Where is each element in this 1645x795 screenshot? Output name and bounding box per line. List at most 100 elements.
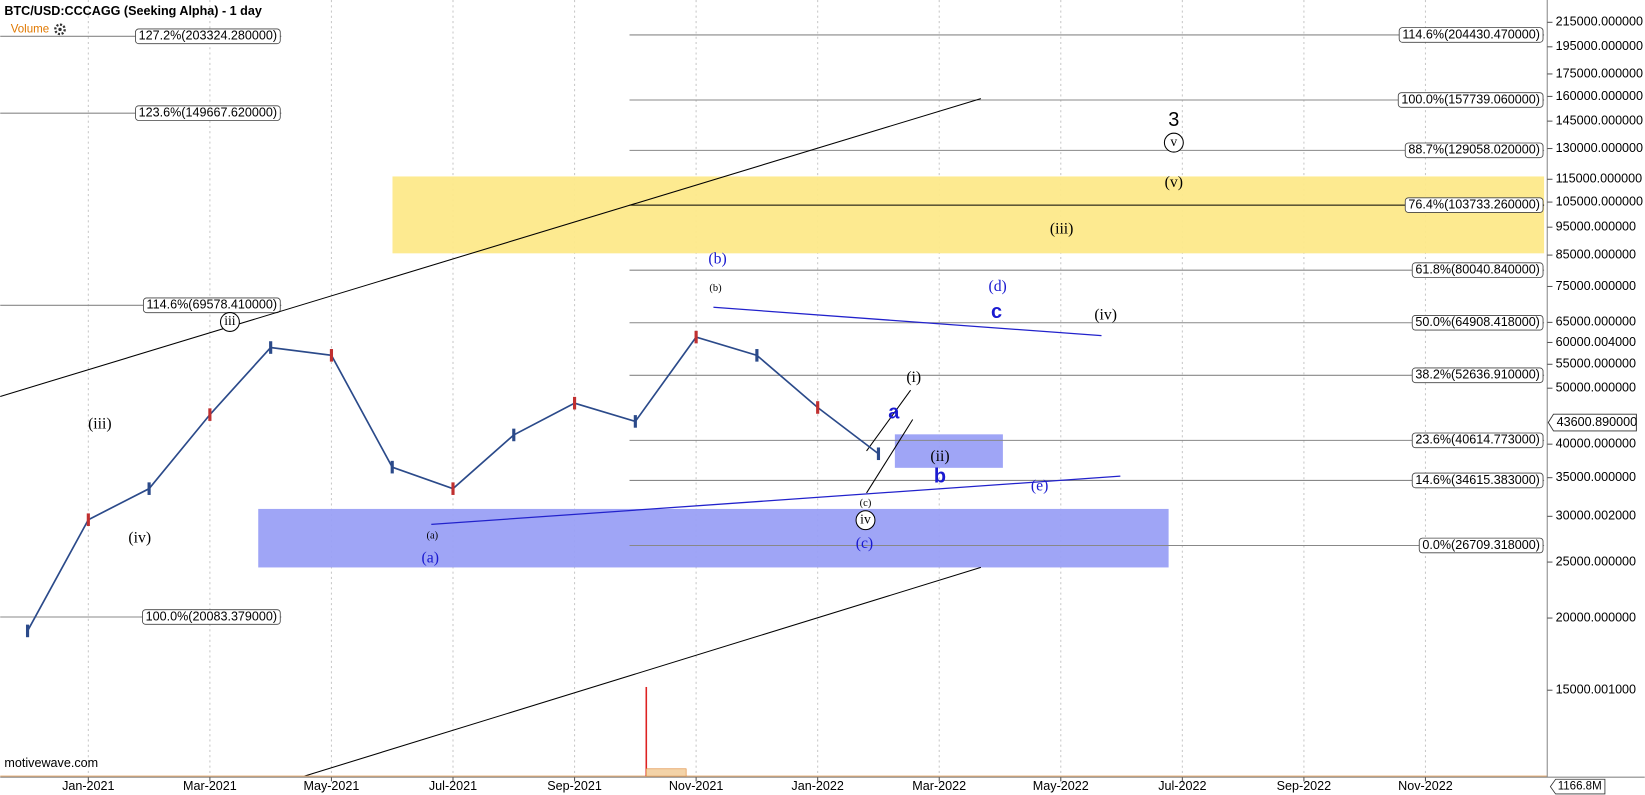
wave-label: (v) xyxy=(1165,174,1183,191)
fib-label-box xyxy=(142,297,281,314)
fib-label: 88.7%(129058.020000) xyxy=(1408,143,1539,157)
price-point xyxy=(390,460,394,474)
y-tick-label: 145000.000000 xyxy=(1556,113,1643,127)
price-point xyxy=(876,447,881,461)
wave-label: 3 xyxy=(1168,109,1179,131)
fib-label-box xyxy=(1418,537,1544,554)
wave-label: (c) xyxy=(860,498,872,509)
x-tick-label: Sep-2022 xyxy=(1277,779,1332,793)
y-tick-label: 20000.000000 xyxy=(1556,610,1636,624)
watermark: motivewave.com xyxy=(4,756,98,770)
wave-label: (b) xyxy=(708,251,726,268)
x-tick-label: Sep-2021 xyxy=(547,779,602,793)
fib-label-box xyxy=(1411,367,1544,384)
y-tick-label: 105000.000000 xyxy=(1556,194,1643,208)
x-tick-label: Nov-2021 xyxy=(669,779,724,793)
fib-label: 100.0%(157739.060000) xyxy=(1401,92,1539,106)
y-tick-label: 60000.004000 xyxy=(1556,335,1636,349)
fib-label: 38.2%(52636.910000) xyxy=(1415,368,1540,382)
wave-labels: (iii) (iv) iii (a) (a) (b) (b) (c) iv (c… xyxy=(88,109,1184,567)
fib-label: 23.6%(40614.773000) xyxy=(1415,433,1540,447)
wave-label: (a) xyxy=(427,530,439,541)
trendline xyxy=(0,98,982,397)
volume-bar xyxy=(645,768,687,777)
fib-label: 76.4%(103733.260000) xyxy=(1408,197,1539,211)
y-tick-label: 50000.000000 xyxy=(1556,381,1636,395)
chart-title: BTC/USD:CCCAGG (Seeking Alpha) - 1 day xyxy=(4,4,261,18)
wave-circle xyxy=(219,312,240,332)
trendline xyxy=(866,419,914,494)
x-tick-label: May-2022 xyxy=(1033,779,1089,793)
axes: Jan-2021 Mar-2021 May-2021 Jul-2021 Sep-2021… xyxy=(62,15,1643,793)
wave-label: (iii) xyxy=(88,415,112,432)
volume-axis-box: 1166.8M xyxy=(1549,778,1606,795)
fib-label: 114.6%(69578.410000) xyxy=(147,298,278,312)
price-point xyxy=(147,482,151,495)
y-tick-label: 85000.000000 xyxy=(1556,247,1636,261)
wave-circle xyxy=(1163,132,1184,153)
fib-label-box xyxy=(135,28,281,45)
fib-label-box xyxy=(1404,197,1544,213)
x-tick-label: Jul-2021 xyxy=(429,779,477,793)
fib-label-box xyxy=(142,609,281,625)
volume-label: Volume xyxy=(11,23,49,35)
fib-label-box xyxy=(1411,432,1544,449)
wave-label: (i) xyxy=(906,369,921,386)
wave-label: (b) xyxy=(709,283,722,294)
wave-label: b xyxy=(934,465,946,487)
y-tick-label: 115000.000000 xyxy=(1556,172,1643,186)
fib-label-box xyxy=(1398,27,1544,43)
fib-label-box xyxy=(1411,472,1544,489)
wave-label: (iii) xyxy=(1050,220,1074,237)
price-point xyxy=(572,396,577,410)
price-point xyxy=(755,349,759,362)
price-point xyxy=(208,408,212,421)
fib-label-box xyxy=(135,105,281,121)
last-price-label: 43600.890000 xyxy=(1557,415,1637,429)
fib-label-box xyxy=(1411,262,1544,278)
y-tick-label: 215000.000000 xyxy=(1556,15,1643,29)
y-tick-label: 130000.000000 xyxy=(1556,141,1643,155)
wave-label: (ii) xyxy=(930,448,949,465)
price-point xyxy=(451,482,455,495)
y-tick-label: 175000.000000 xyxy=(1556,66,1643,80)
y-tick-label: 65000.000000 xyxy=(1556,315,1636,329)
fib-label: 50.0%(64908.418000) xyxy=(1415,315,1540,329)
price-point xyxy=(512,428,516,442)
volume xyxy=(0,686,1548,777)
trendline xyxy=(431,475,1121,526)
x-tick-label: Jan-2021 xyxy=(62,779,114,793)
y-tick-label: 160000.000000 xyxy=(1556,89,1643,103)
fib-label-box xyxy=(1397,92,1544,108)
wave-label: iv xyxy=(860,511,871,526)
zone xyxy=(258,508,1169,568)
fib-label: 61.8%(80040.840000) xyxy=(1415,263,1540,277)
price-point xyxy=(816,401,820,414)
price-point xyxy=(86,513,90,526)
zones xyxy=(258,176,1545,568)
wave-label: (iv) xyxy=(128,530,151,547)
y-tick-label: 30000.002000 xyxy=(1556,509,1636,523)
x-tick-label: Jul-2022 xyxy=(1158,779,1206,793)
last-price-box xyxy=(1547,413,1637,432)
fib-label: 114.6%(204430.470000) xyxy=(1402,27,1540,41)
wave-label: (e) xyxy=(1031,477,1048,494)
settings-icon[interactable] xyxy=(54,23,66,36)
x-tick-label: Mar-2021 xyxy=(183,779,237,793)
wave-label: a xyxy=(888,401,900,423)
y-tick-label: 40000.000000 xyxy=(1556,437,1636,451)
fib-label-box xyxy=(1411,314,1544,331)
y-tick-label: 75000.000000 xyxy=(1556,279,1636,293)
x-tick-label: Mar-2022 xyxy=(912,779,966,793)
trendlines xyxy=(0,98,1121,777)
price-point xyxy=(329,349,334,362)
x-tick-label: Nov-2022 xyxy=(1398,779,1453,793)
y-tick-label: 95000.000000 xyxy=(1556,220,1636,234)
fib-label: 100.0%(20083.379000) xyxy=(146,609,277,623)
wave-circle xyxy=(855,510,876,531)
price-series xyxy=(25,330,881,638)
wave-label: v xyxy=(1170,134,1177,149)
x-tick-label: Jan-2022 xyxy=(791,779,843,793)
